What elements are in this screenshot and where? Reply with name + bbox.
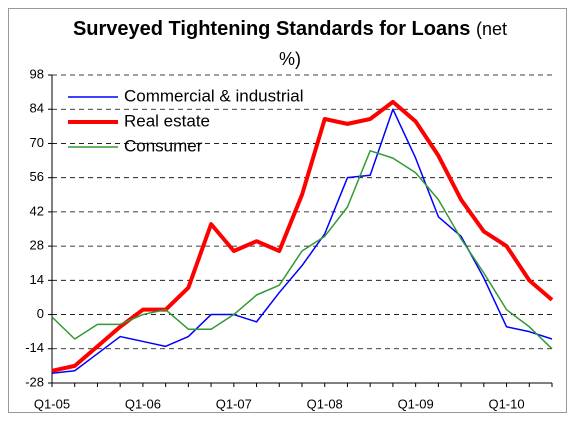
chart-title-block: Surveyed Tightening Standards for Loans … [70, 14, 510, 74]
y-tick-label: 70 [30, 135, 44, 150]
series-line [51, 150, 553, 350]
x-tick-label: Q1-06 [125, 396, 161, 411]
y-tick-label: 28 [30, 238, 44, 253]
y-tick-label: 0 [37, 306, 44, 321]
x-tick-label: Q1-09 [398, 396, 434, 411]
y-tick-label: 42 [30, 203, 44, 218]
chart-subtitle: (net %) [279, 19, 508, 69]
x-tick-label: Q1-10 [488, 396, 524, 411]
y-tick-label: -28 [25, 374, 44, 389]
legend-label: Real estate [124, 111, 210, 130]
y-tick-label: 56 [30, 169, 44, 184]
x-tick-label: Q1-05 [34, 396, 70, 411]
y-tick-label: 98 [30, 66, 44, 81]
series-line [51, 99, 554, 373]
y-tick-label: 14 [30, 272, 44, 287]
y-tick-label: 84 [30, 101, 44, 116]
x-tick-label: Q1-08 [307, 396, 343, 411]
legend-label: Consumer [124, 136, 203, 155]
y-tick-label: -14 [25, 340, 44, 355]
chart-title: Surveyed Tightening Standards for Loans [72, 18, 471, 40]
legend-label: Commercial & industrial [124, 86, 304, 105]
x-tick-label: Q1-07 [216, 396, 252, 411]
